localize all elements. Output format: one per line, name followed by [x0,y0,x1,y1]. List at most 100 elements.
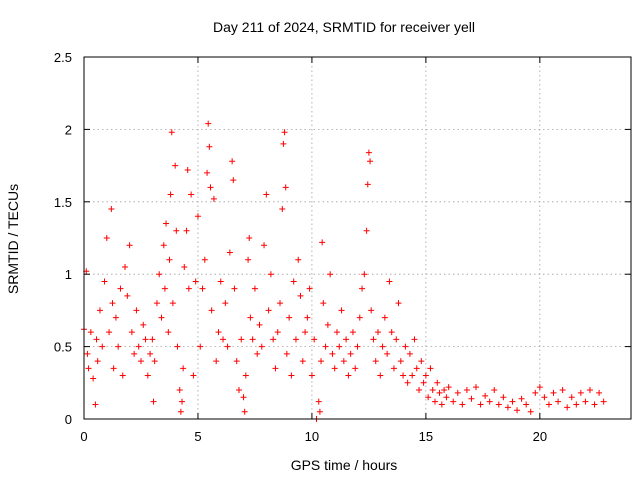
data-point [122,263,129,270]
data-point [133,307,140,314]
y-tick-label: 0.5 [54,340,72,355]
data-point [153,300,160,307]
data-point [445,384,452,391]
data-point [166,256,173,263]
data-point [199,285,206,292]
data-point [99,343,106,350]
data-point [518,395,525,402]
data-point [165,329,172,336]
data-point [495,401,502,408]
data-point [181,263,188,270]
data-point [338,307,345,314]
data-point [144,372,151,379]
data-point [347,350,354,357]
data-point [251,285,258,292]
data-point [277,300,284,307]
data-point [406,350,413,357]
data-point [384,350,391,357]
data-point [158,314,165,321]
x-tick-label: 15 [419,429,433,444]
data-point [395,300,402,307]
data-point [231,285,238,292]
data-point [263,191,270,198]
data-point [292,336,299,343]
plot-frame [83,56,632,420]
data-point [90,375,97,382]
data-point [365,149,372,156]
data-point [436,389,443,396]
data-point [486,398,493,405]
data-point [147,350,154,357]
data-point [180,365,187,372]
data-point [297,292,304,299]
data-point [124,292,131,299]
data-point [438,401,445,408]
data-point [87,329,94,336]
data-point [564,404,571,411]
data-point [441,387,448,394]
data-point [110,365,117,372]
data-point [272,365,279,372]
data-point [84,350,91,357]
data-point [416,387,423,394]
data-point [311,336,318,343]
data-point [443,394,450,401]
data-point [329,350,336,357]
data-point [242,372,249,379]
data-point [173,227,180,234]
data-point [591,401,598,408]
data-point [400,372,407,379]
data-point [596,389,603,396]
data-point [217,278,224,285]
data-point [169,300,176,307]
data-point [241,408,248,415]
data-point [320,300,327,307]
data-point [156,271,163,278]
data-point [306,285,313,292]
data-point [468,395,475,402]
data-point [509,398,516,405]
data-point [188,191,195,198]
data-point [324,321,331,328]
data-point [261,242,268,249]
data-point [128,329,135,336]
data-point [245,256,252,263]
data-point [160,242,167,249]
data-point [418,358,425,365]
data-point [137,358,144,365]
data-point [491,387,498,394]
data-point [532,389,539,396]
data-point [450,398,457,405]
data-point [354,343,361,350]
data-point [226,249,233,256]
y-tick-label: 0 [65,412,72,427]
data-point [247,314,254,321]
data-point [550,389,557,396]
data-point [364,181,371,188]
data-point [427,365,434,372]
data-point [393,336,400,343]
data-point [504,404,511,411]
data-point [274,329,281,336]
data-point [281,129,288,136]
data-point [586,387,593,394]
data-point [205,120,212,127]
data-point [318,358,325,365]
data-point [316,408,323,415]
data-point [240,394,247,401]
data-point [92,401,99,408]
data-point [397,358,404,365]
data-point [349,329,356,336]
data-point [411,336,418,343]
x-tick-label: 0 [80,429,87,444]
data-point [302,329,309,336]
data-point [235,387,242,394]
data-point [185,285,192,292]
data-point [208,307,215,314]
data-point [179,398,186,405]
data-point [555,398,562,405]
data-point [331,365,338,372]
grid [84,57,631,419]
